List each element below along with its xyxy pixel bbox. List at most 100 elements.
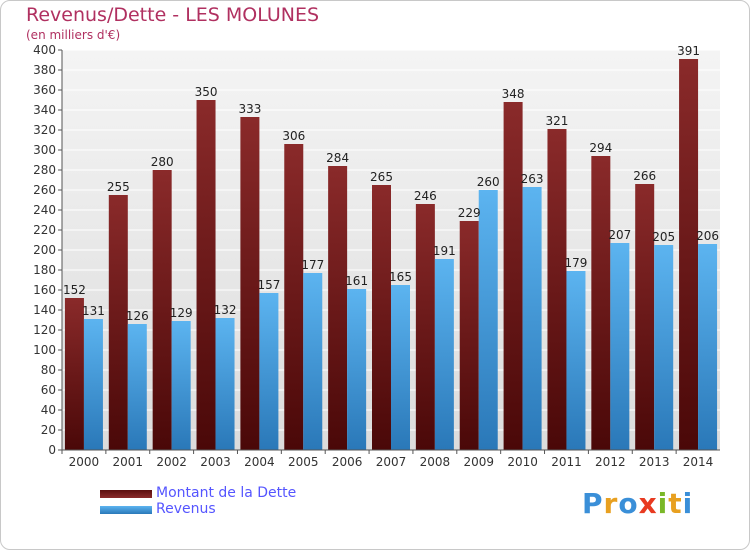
logo-letter: t (668, 487, 683, 520)
legend-label-dette: Montant de la Dette (156, 485, 297, 501)
bar-dette (64, 298, 84, 450)
x-tick-label: 2007 (376, 455, 407, 469)
legend-swatch-dette (100, 490, 152, 498)
bar-dette (108, 195, 128, 450)
logo-letter: x (638, 487, 658, 520)
y-tick-label: 60 (41, 383, 56, 397)
bar-revenus (347, 289, 367, 450)
x-tick-label: 2005 (288, 455, 319, 469)
data-label-revenus: 157 (257, 278, 280, 292)
y-tick-label: 300 (33, 143, 56, 157)
logo-letter: i (657, 487, 669, 520)
x-tick-label: 2002 (156, 455, 187, 469)
x-tick-label: 2004 (244, 455, 275, 469)
y-tick-label: 240 (33, 203, 56, 217)
y-tick-label: 0 (48, 443, 56, 457)
data-label-revenus: 191 (433, 244, 456, 258)
data-label-revenus: 165 (389, 270, 412, 284)
bar-revenus (478, 190, 498, 450)
x-tick-label: 2010 (507, 455, 538, 469)
logo-letter: P (582, 487, 604, 520)
data-label-revenus: 161 (345, 274, 368, 288)
proxiti-logo: Proxiti (582, 487, 693, 520)
bar-revenus (215, 318, 235, 450)
data-label-dette: 391 (677, 44, 700, 58)
data-label-revenus: 129 (170, 306, 193, 320)
y-tick-label: 200 (33, 243, 56, 257)
data-label-dette: 265 (370, 170, 393, 184)
x-tick-label: 2013 (639, 455, 670, 469)
bar-revenus (303, 273, 323, 450)
y-tick-label: 280 (33, 163, 56, 177)
data-label-revenus: 205 (652, 230, 675, 244)
data-label-revenus: 260 (477, 175, 500, 189)
y-tick-label: 160 (33, 283, 56, 297)
bar-dette (284, 144, 304, 450)
bar-revenus (127, 324, 147, 450)
data-label-revenus: 263 (521, 172, 544, 186)
x-tick-label: 2006 (332, 455, 363, 469)
y-tick-label: 20 (41, 423, 56, 437)
bar-dette (679, 59, 699, 450)
logo-letter: o (618, 487, 639, 520)
bar-dette (152, 170, 172, 450)
y-tick-label: 220 (33, 223, 56, 237)
bar-dette (415, 204, 435, 450)
data-label-revenus: 126 (126, 309, 149, 323)
y-tick-label: 40 (41, 403, 56, 417)
bar-revenus (391, 285, 410, 450)
y-tick-label: 360 (33, 83, 56, 97)
bar-revenus (83, 319, 103, 450)
data-labels: 152 131 255 126 280 129 350 132 333 157 306 177 284 1… (63, 44, 719, 323)
bar-dette (196, 100, 216, 450)
data-label-revenus: 132 (214, 303, 237, 317)
bar-revenus (566, 271, 586, 450)
bar-revenus (654, 245, 674, 450)
bar-dette (503, 102, 523, 450)
logo-letter: r (603, 487, 619, 520)
data-label-dette: 246 (414, 189, 437, 203)
data-label-dette: 284 (326, 151, 349, 165)
x-tick-label: 2001 (113, 455, 144, 469)
x-tick-label: 2003 (200, 455, 231, 469)
data-label-dette: 321 (546, 114, 569, 128)
data-label-dette: 333 (238, 102, 261, 116)
y-tick-label: 400 (33, 43, 56, 57)
legend-label-revenus: Revenus (156, 501, 216, 517)
y-axis: 0 20 40 60 80 100 120 140 160 180 200 220 240 260 280 3… (33, 43, 63, 457)
data-label-revenus: 207 (608, 228, 631, 242)
bar-revenus (522, 187, 542, 450)
bar-dette (328, 166, 348, 450)
data-label-dette: 294 (589, 141, 612, 155)
y-tick-label: 260 (33, 183, 56, 197)
data-label-dette: 280 (151, 155, 174, 169)
bar-revenus (171, 321, 191, 450)
x-tick-label: 2012 (595, 455, 626, 469)
bar-revenus (434, 259, 454, 450)
data-label-revenus: 131 (82, 304, 105, 318)
y-tick-label: 320 (33, 123, 56, 137)
bar-revenus (259, 293, 279, 450)
logo-letter: i (682, 487, 694, 520)
data-label-dette: 229 (458, 206, 481, 220)
data-label-dette: 306 (282, 129, 305, 143)
bars (64, 59, 718, 450)
data-label-dette: 152 (63, 283, 86, 297)
y-tick-label: 120 (33, 323, 56, 337)
data-label-dette: 255 (107, 180, 130, 194)
x-tick-label: 2014 (683, 455, 714, 469)
y-tick-label: 100 (33, 343, 56, 357)
y-tick-label: 340 (33, 103, 56, 117)
y-tick-label: 80 (41, 363, 56, 377)
x-tick-label: 2009 (463, 455, 494, 469)
data-label-revenus: 206 (696, 229, 719, 243)
bar-dette (635, 184, 655, 450)
data-label-revenus: 177 (301, 258, 324, 272)
x-tick-label: 2000 (69, 455, 100, 469)
y-tick-label: 180 (33, 263, 56, 277)
data-label-dette: 266 (633, 169, 656, 183)
bar-dette (240, 117, 260, 450)
bar-dette (547, 129, 567, 450)
bar-dette (591, 156, 611, 450)
